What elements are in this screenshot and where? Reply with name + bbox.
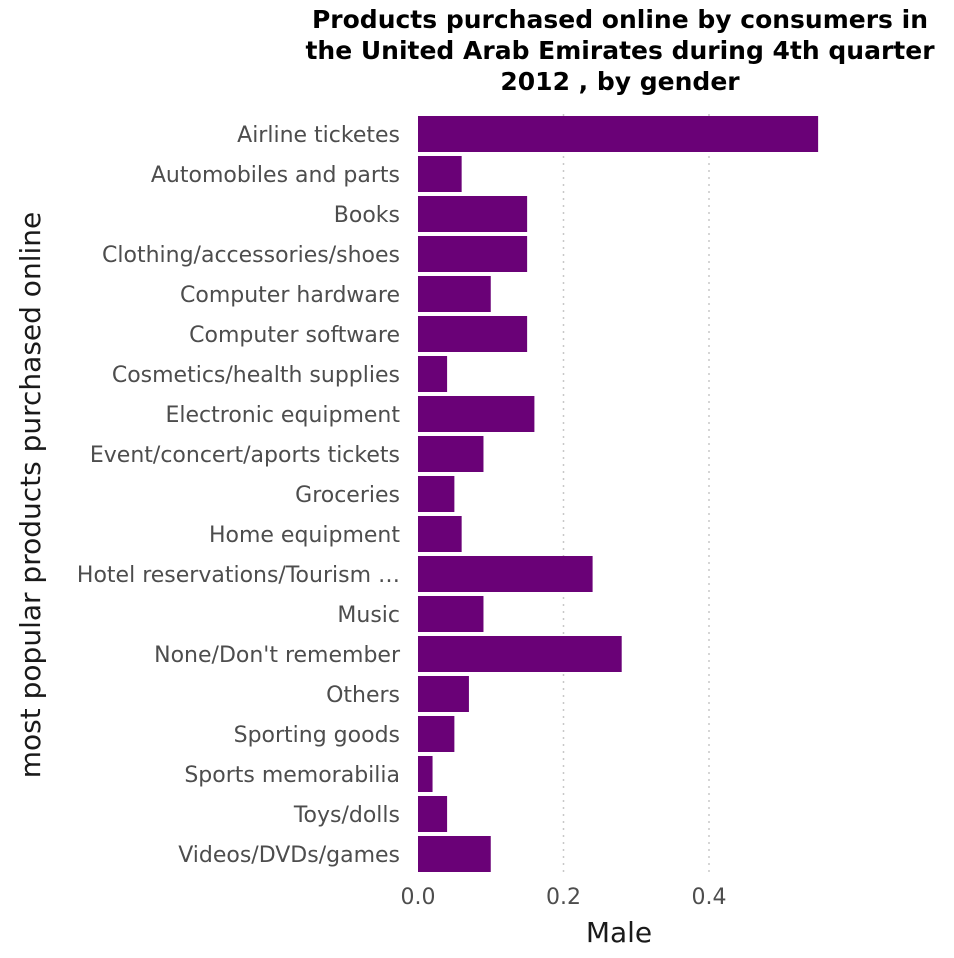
category-label: Sports memorabilia [184,763,400,788]
bar [418,156,462,192]
x-tick-label: 0.4 [692,885,727,910]
bar [418,756,433,792]
bars [418,116,819,872]
x-tick-label: 0.0 [401,885,436,910]
bar [418,676,469,712]
bar [418,436,484,472]
category-label: Videos/DVDs/games [178,843,400,868]
bar [418,556,593,592]
bar [418,796,448,832]
category-label: Airline ticketes [237,123,400,148]
bar [418,636,622,672]
x-axis-title: Male [586,916,652,949]
category-label: Computer hardware [180,283,400,308]
x-tick-labels: 0.0 0.2 0.4 [401,885,727,910]
bar [418,716,455,752]
category-label: Computer software [189,323,400,348]
category-label: Others [326,683,400,708]
bar [418,116,819,152]
category-label: Sporting goods [234,723,400,748]
category-label: Automobiles and parts [151,163,400,188]
category-labels: Airline ticketes Automobiles and parts Boo… [77,123,401,868]
bar [418,356,448,392]
bar [418,196,528,232]
grid-lines [562,114,710,874]
bar [418,596,484,632]
chart-title: Products purchased online by consumers i… [305,5,935,96]
category-label: Home equipment [209,523,400,548]
category-label: Hotel reservations/Tourism … [77,563,400,588]
category-label: Clothing/accessories/shoes [102,243,400,268]
bar [418,476,455,512]
category-label: Groceries [295,483,400,508]
category-label: Event/concert/aports tickets [90,443,400,468]
bar [418,396,535,432]
category-label: Cosmetics/health supplies [112,363,400,388]
category-label: Electronic equipment [166,403,401,428]
bar [418,516,462,552]
bar [418,276,491,312]
bar [418,316,528,352]
category-label: Books [334,203,400,228]
category-label: Music [337,603,400,628]
bar [418,236,528,272]
category-label: Toys/dolls [293,803,400,828]
y-axis-title: most popular products purchased online [14,212,47,778]
bar [418,836,491,872]
x-tick-label: 0.2 [546,885,581,910]
category-label: None/Don't remember [154,643,401,668]
